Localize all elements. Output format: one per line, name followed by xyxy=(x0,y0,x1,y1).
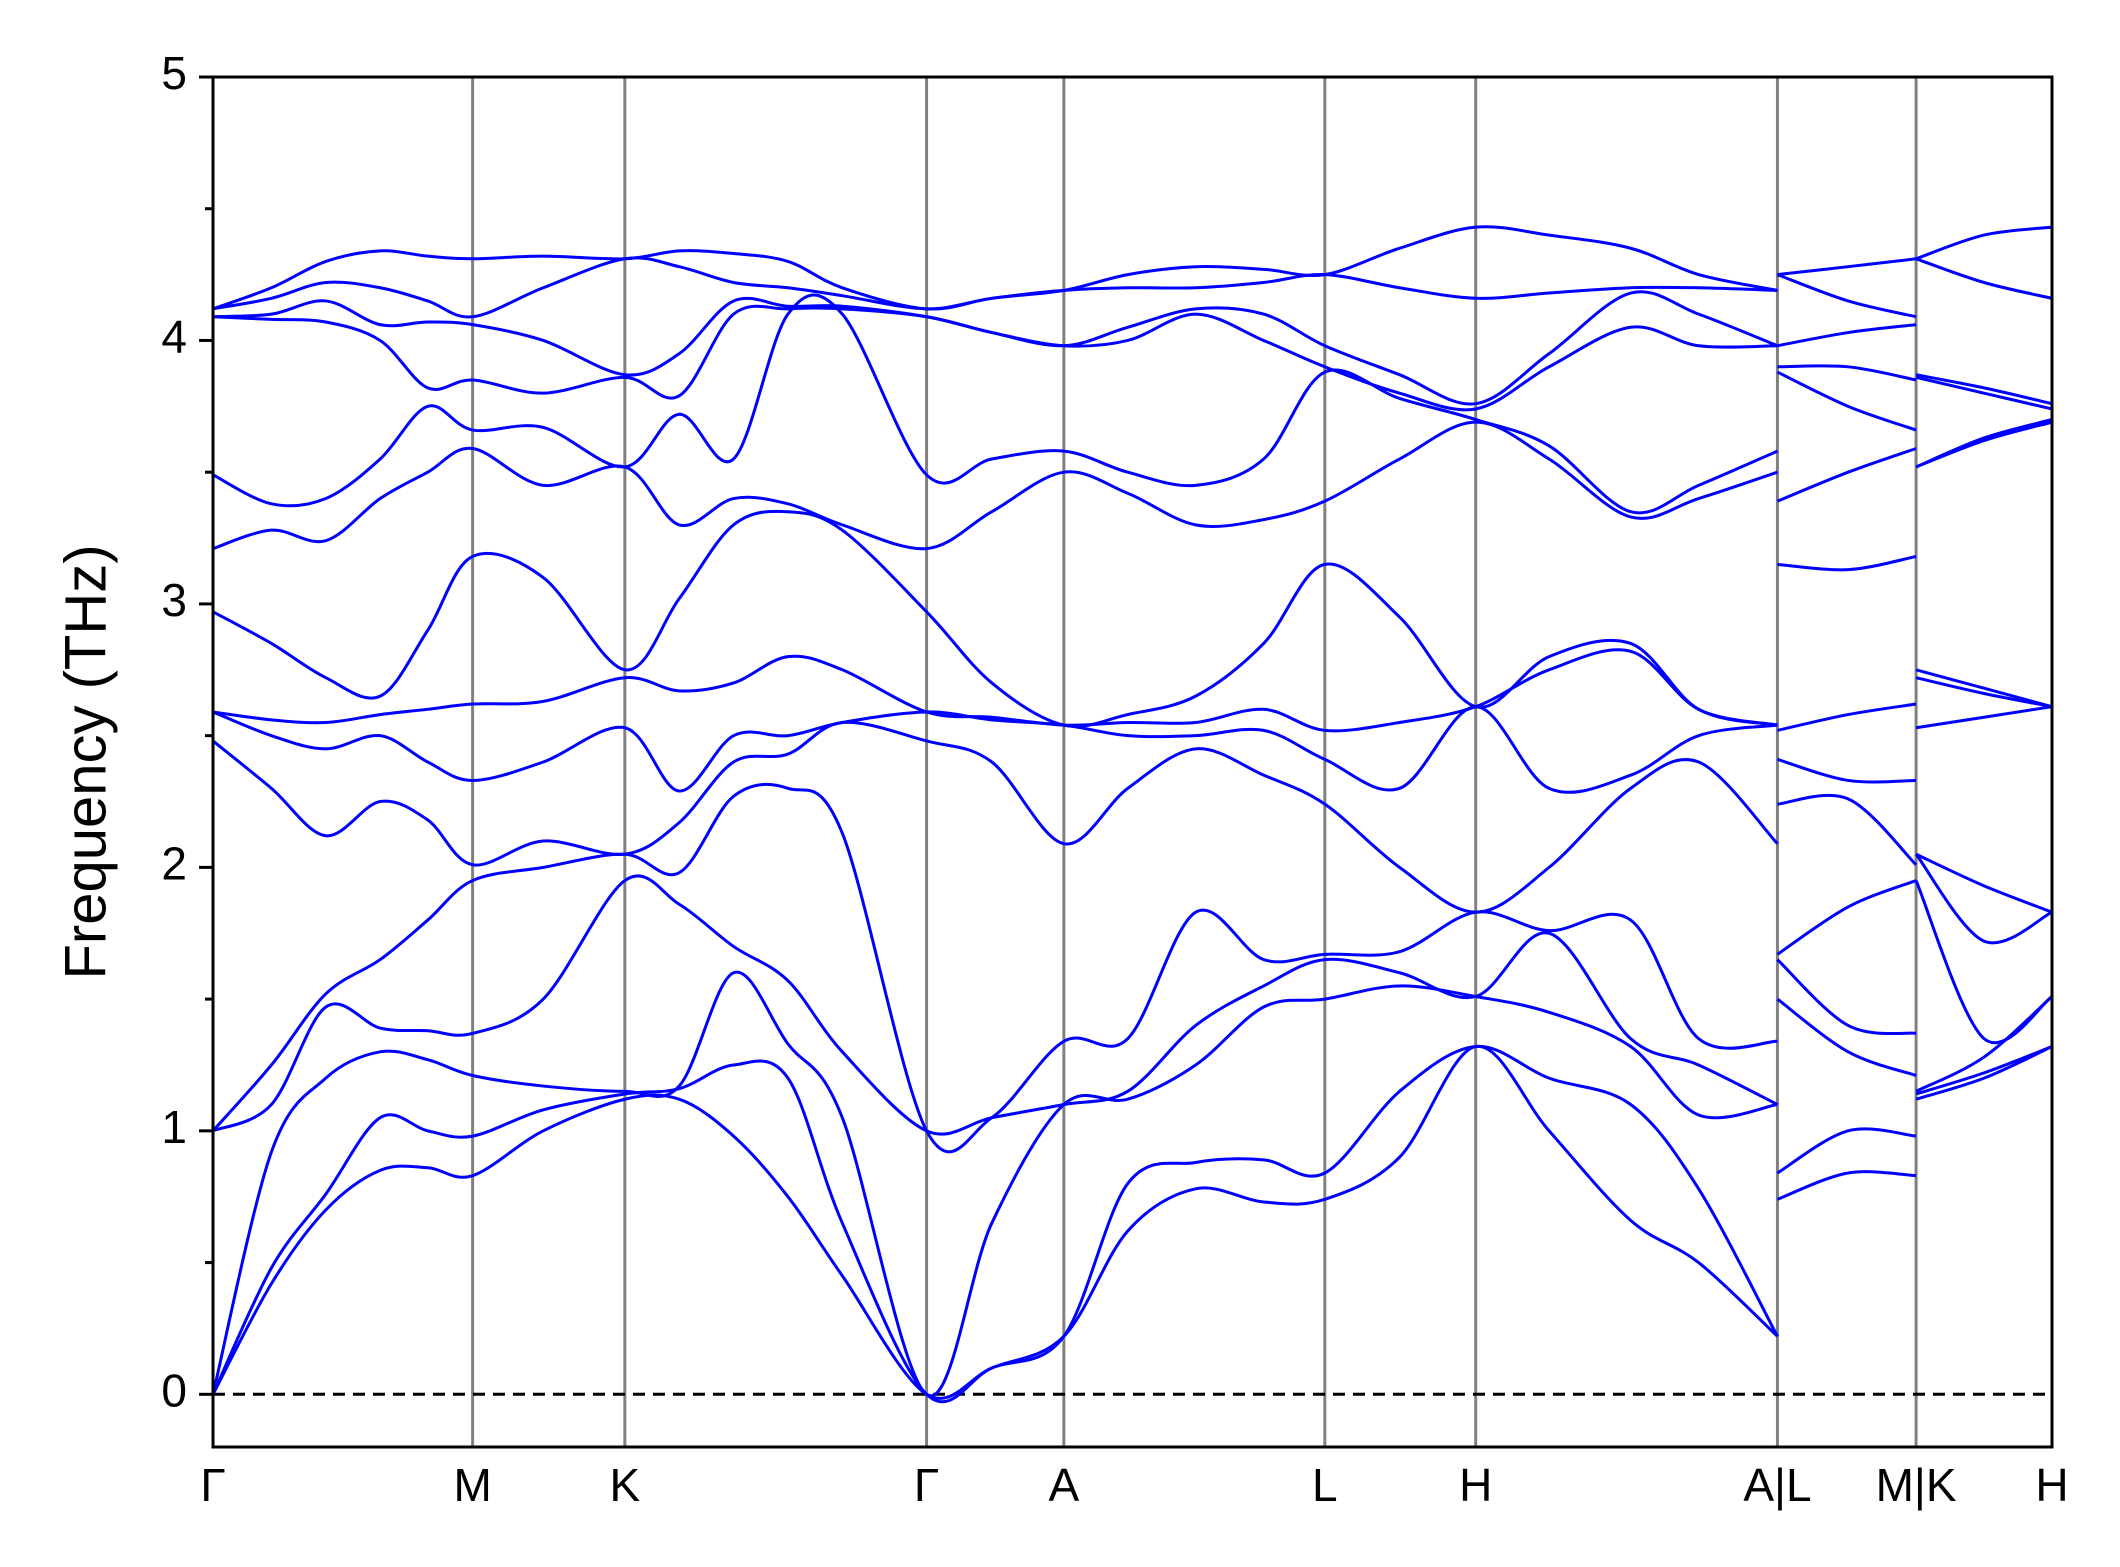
y-tick-label: 1 xyxy=(161,1101,187,1153)
band-line xyxy=(212,705,2053,794)
y-tick-label: 4 xyxy=(161,311,187,363)
x-tick-label: Γ xyxy=(914,1459,939,1511)
plot-frame xyxy=(211,75,2054,1449)
x-tick-label: Γ xyxy=(200,1459,225,1511)
band-line xyxy=(212,509,2053,728)
x-tick-label: K xyxy=(609,1459,640,1511)
band-line xyxy=(211,1045,2053,1404)
x-tick-label: M|K xyxy=(1876,1459,1957,1511)
y-tick-label: 2 xyxy=(161,838,187,890)
x-tick-label: L xyxy=(1312,1459,1338,1511)
x-tick-label: H xyxy=(2035,1459,2068,1511)
x-tick-label: A xyxy=(1049,1459,1080,1511)
x-tick-label: H xyxy=(1459,1459,1492,1511)
x-tick-label: M xyxy=(453,1459,491,1511)
band-line xyxy=(212,720,2053,914)
y-tick-label: 0 xyxy=(161,1364,187,1416)
x-tick-label: A|L xyxy=(1743,1459,1811,1511)
band-line xyxy=(212,293,2053,515)
y-tick-label: 5 xyxy=(161,47,187,99)
y-axis-label: Frequency (THz) xyxy=(53,544,118,979)
band-line xyxy=(212,225,2053,311)
y-tick-label: 3 xyxy=(161,574,187,626)
band-line xyxy=(212,290,2053,406)
